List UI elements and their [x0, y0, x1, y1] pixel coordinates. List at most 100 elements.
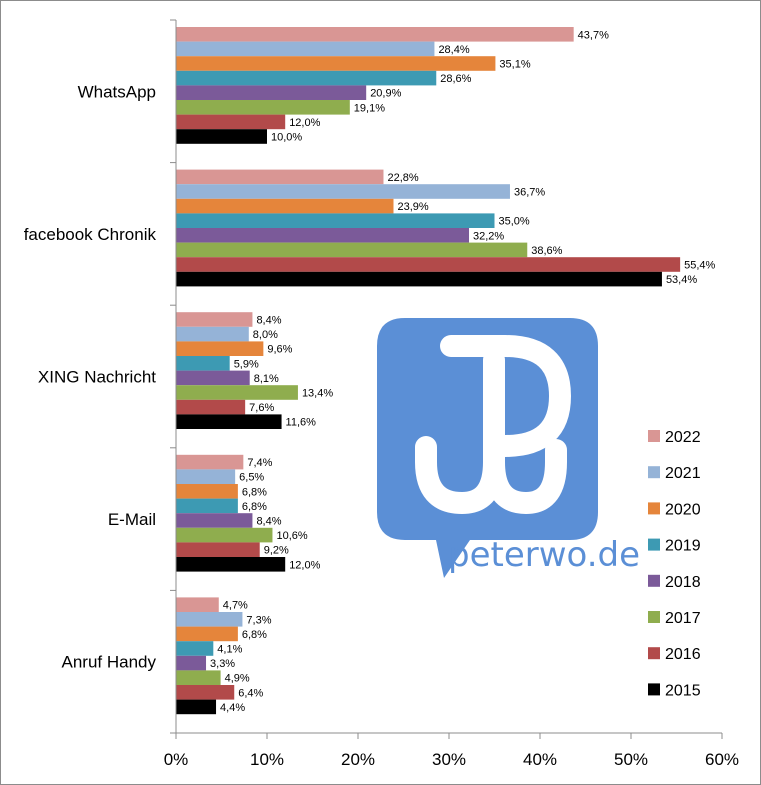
- category-label: facebook Chronik: [24, 225, 157, 244]
- legend-swatch: [648, 647, 660, 660]
- bar: [176, 685, 235, 700]
- legend-swatch: [648, 683, 660, 696]
- legend-swatch: [648, 611, 660, 623]
- data-label: 38,6%: [531, 245, 562, 257]
- bars-layer: [176, 27, 681, 715]
- data-label: 10,6%: [276, 530, 307, 542]
- labels-layer: 43,7% 28,4% 35,1% 28,6% 20,9% 19,1% 12,0% 10,0%…: [24, 29, 739, 769]
- bar: [176, 469, 236, 484]
- legend-label: 2021: [665, 465, 701, 482]
- x-tick-label: 20%: [341, 750, 375, 769]
- bar: [176, 257, 681, 272]
- bar: [176, 612, 243, 627]
- data-label: 28,4%: [438, 44, 469, 56]
- bar: [176, 498, 238, 514]
- data-label: 7,6%: [249, 402, 274, 414]
- data-label: 6,5%: [239, 472, 264, 484]
- data-label: 43,7%: [578, 29, 609, 41]
- data-label: 4,1%: [217, 644, 242, 656]
- data-label: 36,7%: [514, 187, 545, 199]
- bar: [176, 626, 238, 642]
- data-label: 22,8%: [387, 172, 418, 184]
- category-label: E-Mail: [108, 510, 156, 529]
- legend-swatch: [648, 538, 660, 551]
- data-label: 28,6%: [440, 73, 471, 85]
- data-label: 12,0%: [289, 559, 320, 571]
- bar: [176, 56, 496, 71]
- bar: [176, 341, 264, 356]
- legend-swatch: [648, 574, 660, 587]
- data-label: 23,9%: [397, 201, 428, 213]
- data-label: 9,6%: [267, 344, 292, 356]
- bar: [176, 527, 273, 543]
- bar: [176, 699, 217, 715]
- data-label: 6,8%: [242, 486, 267, 498]
- data-label: 9,2%: [264, 545, 289, 557]
- data-label: 35,0%: [499, 216, 530, 228]
- legend-label: 2017: [665, 610, 701, 627]
- bar: [176, 271, 662, 287]
- data-label: 19,1%: [354, 102, 385, 114]
- legend: 2022 2021 2020 2019 2018 2017 2016 2015: [648, 429, 701, 699]
- legend-label: 2020: [665, 501, 701, 518]
- data-label: 8,1%: [254, 373, 279, 385]
- bar: [176, 85, 367, 100]
- bar: [176, 326, 249, 342]
- bar: [176, 484, 238, 499]
- data-label: 6,8%: [242, 501, 267, 513]
- x-tick-label: 10%: [250, 750, 284, 769]
- bar: [176, 41, 435, 57]
- legend-swatch: [648, 502, 660, 515]
- data-label: 10,0%: [271, 132, 302, 144]
- legend-label: 2016: [665, 646, 701, 663]
- bar: [176, 513, 253, 528]
- peterwo-logo-watermark: peterwo.de: [377, 318, 640, 578]
- data-label: 4,4%: [220, 702, 245, 714]
- data-label: 55,4%: [684, 260, 715, 272]
- logo-w-right-glyph: [483, 439, 567, 514]
- bar: [176, 399, 246, 415]
- bar: [176, 100, 350, 115]
- bar: [176, 414, 282, 429]
- legend-label: 2015: [665, 682, 701, 699]
- bar: [176, 557, 286, 572]
- bar: [176, 184, 510, 199]
- bar: [176, 370, 250, 386]
- data-label: 53,4%: [666, 274, 697, 286]
- bar: [176, 385, 298, 400]
- x-tick-label: 60%: [705, 750, 739, 769]
- bar: [176, 114, 286, 130]
- legend-swatch: [648, 430, 660, 442]
- data-label: 4,7%: [223, 600, 248, 612]
- category-label: WhatsApp: [78, 82, 156, 101]
- data-label: 8,4%: [256, 516, 281, 528]
- bar: [176, 198, 394, 214]
- bar: [176, 655, 207, 671]
- bar: [176, 312, 253, 327]
- bar: [176, 27, 574, 42]
- bar: [176, 641, 214, 656]
- bar: [176, 70, 437, 86]
- data-label: 11,6%: [286, 417, 317, 429]
- data-label: 20,9%: [370, 88, 401, 100]
- data-label: 4,9%: [225, 673, 250, 685]
- legend-label: 2022: [665, 429, 701, 446]
- x-tick-label: 50%: [614, 750, 648, 769]
- data-label: 6,8%: [242, 629, 267, 641]
- bar: [176, 356, 230, 371]
- x-tick-label: 0%: [164, 750, 189, 769]
- axes-layer: [170, 19, 723, 739]
- data-label: 8,0%: [253, 329, 278, 341]
- data-label: 7,4%: [247, 457, 272, 469]
- bar: [176, 169, 384, 185]
- data-label: 8,4%: [256, 315, 281, 327]
- data-label: 32,2%: [473, 230, 504, 242]
- logo-p-glyph: [440, 335, 571, 457]
- x-tick-label: 40%: [523, 750, 557, 769]
- bar: [176, 597, 219, 612]
- bar: [176, 213, 495, 228]
- data-label: 7,3%: [246, 614, 271, 626]
- data-label: 12,0%: [289, 117, 320, 129]
- data-label: 5,9%: [234, 358, 259, 370]
